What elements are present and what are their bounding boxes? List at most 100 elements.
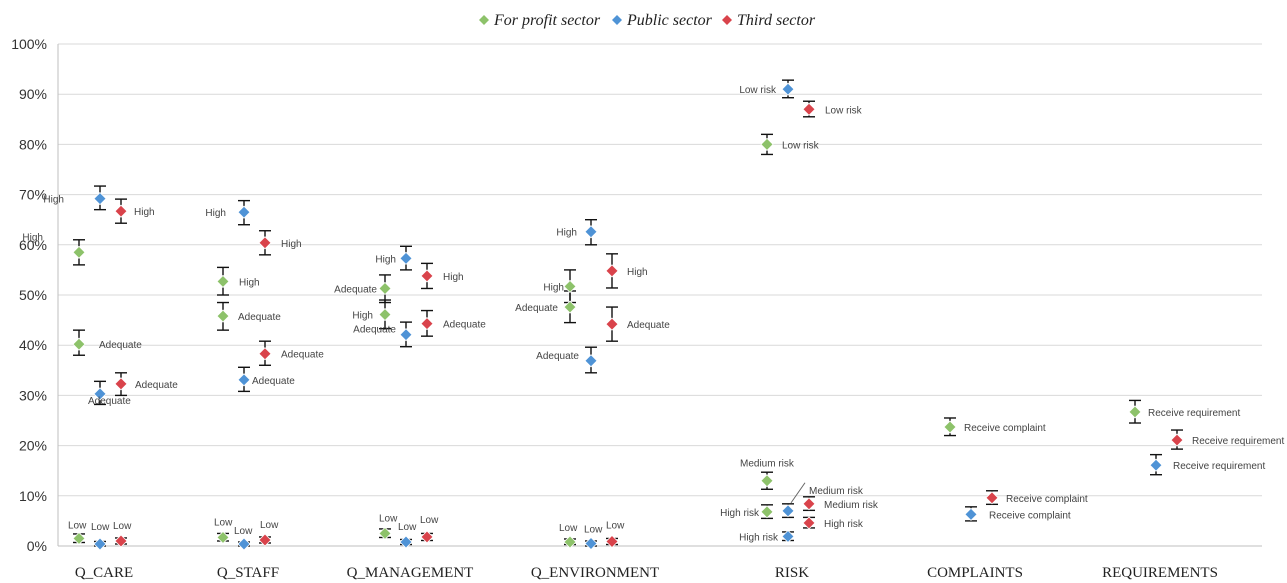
data-label: Low	[68, 520, 87, 531]
data-point	[237, 537, 251, 551]
data-label: Adequate	[238, 312, 281, 323]
gridlines	[57, 43, 1262, 547]
data-label: Low	[559, 523, 578, 534]
data-label: Adequate	[281, 350, 324, 361]
data-point	[237, 205, 251, 219]
data-label: Low	[606, 520, 625, 531]
data-label: High	[43, 195, 64, 206]
y-tick-label: 30%	[19, 387, 47, 403]
data-label: Receive complaint	[989, 510, 1071, 521]
data-label: High	[281, 239, 302, 250]
y-tick-label: 70%	[19, 187, 47, 203]
data-point	[802, 516, 816, 530]
data-label: Low	[91, 522, 110, 533]
data-label: Adequate	[334, 284, 377, 295]
data-markers	[72, 82, 1184, 551]
data-point	[216, 274, 230, 289]
data-label: Adequate	[515, 303, 558, 314]
data-point	[1128, 405, 1142, 419]
x-tick-label: REQUIREMENTS	[1102, 565, 1218, 581]
data-point	[781, 529, 795, 544]
data-label: High	[627, 267, 648, 278]
legend: For profit sector Public sector Third sect…	[479, 12, 816, 29]
x-tick-label: Q_ENVIRONMENT	[531, 565, 659, 581]
data-point	[760, 474, 774, 488]
data-point	[72, 337, 86, 351]
data-point	[985, 491, 999, 505]
data-label: Low	[113, 521, 132, 532]
y-tick-label: 100%	[11, 36, 47, 52]
data-label: Adequate	[536, 351, 579, 362]
data-point	[605, 264, 619, 278]
data-point	[760, 505, 774, 519]
data-point	[114, 204, 128, 218]
legend-label: Third sector	[737, 12, 816, 29]
data-label: Adequate	[252, 376, 295, 387]
data-label: Adequate	[135, 380, 178, 391]
y-tick-label: 60%	[19, 237, 47, 253]
y-tick-label: 20%	[19, 438, 47, 454]
data-point	[563, 535, 577, 549]
data-point	[420, 269, 434, 283]
data-label: High	[22, 232, 43, 243]
data-label: High	[556, 228, 577, 239]
x-tick-label: Q_CARE	[75, 565, 133, 581]
data-label: Low	[260, 520, 279, 531]
y-tick-label: 80%	[19, 136, 47, 152]
data-point	[943, 420, 957, 434]
y-tick-label: 10%	[19, 488, 47, 504]
data-label: High	[205, 208, 226, 219]
data-point	[802, 497, 816, 511]
data-point	[72, 531, 86, 546]
data-point	[781, 82, 795, 96]
data-point	[378, 526, 392, 541]
data-label: High	[375, 254, 396, 265]
data-label: Low risk	[739, 85, 777, 96]
data-point	[258, 347, 272, 361]
data-point	[399, 328, 413, 342]
data-label: Receive complaint	[1006, 494, 1088, 505]
data-point	[378, 308, 392, 322]
data-point	[584, 354, 598, 368]
data-label: High	[134, 207, 155, 218]
data-label: Medium risk	[740, 459, 795, 470]
data-point	[114, 377, 128, 391]
legend-label: Public sector	[626, 12, 713, 29]
data-label: Low	[234, 526, 253, 537]
data-point	[420, 317, 434, 331]
x-axis-ticks: Q_CARE Q_STAFF Q_MANAGEMENT Q_ENVIRONMENT RI…	[75, 565, 1218, 581]
data-label: Adequate	[353, 325, 396, 336]
data-label: High risk	[739, 532, 779, 543]
data-point	[584, 225, 598, 239]
data-labels: High Adequate Low High Adequate Low Adequate Hi…	[22, 85, 1284, 543]
data-label: High	[543, 282, 564, 293]
data-label: Adequate	[88, 396, 131, 407]
data-label: Low	[214, 517, 233, 528]
data-label: Adequate	[99, 340, 142, 351]
data-point	[605, 534, 619, 549]
legend-label: For profit sector	[493, 12, 601, 29]
y-tick-label: 40%	[19, 337, 47, 353]
data-label: High risk	[824, 519, 864, 530]
label-leader-line	[790, 482, 806, 504]
data-point	[378, 281, 392, 296]
data-label: High	[352, 311, 373, 322]
data-point	[93, 537, 107, 551]
data-point	[1149, 458, 1163, 472]
legend-marker	[612, 15, 622, 25]
data-point	[563, 279, 577, 294]
data-point	[93, 192, 107, 206]
legend-marker	[722, 15, 732, 25]
data-point	[420, 530, 434, 544]
y-tick-label: 90%	[19, 86, 47, 102]
y-axis-ticks: 0% 10% 20% 30% 40% 50% 60% 70% 80% 90% 100%	[11, 36, 47, 554]
x-tick-label: RISK	[775, 565, 809, 581]
data-point	[93, 387, 107, 401]
data-point	[399, 251, 413, 265]
data-point	[781, 504, 795, 518]
data-label: Low	[398, 522, 417, 533]
data-label: Low	[420, 515, 439, 526]
x-tick-label: Q_STAFF	[217, 565, 279, 581]
data-label: Receive requirement	[1148, 408, 1240, 419]
data-point	[1170, 433, 1184, 447]
